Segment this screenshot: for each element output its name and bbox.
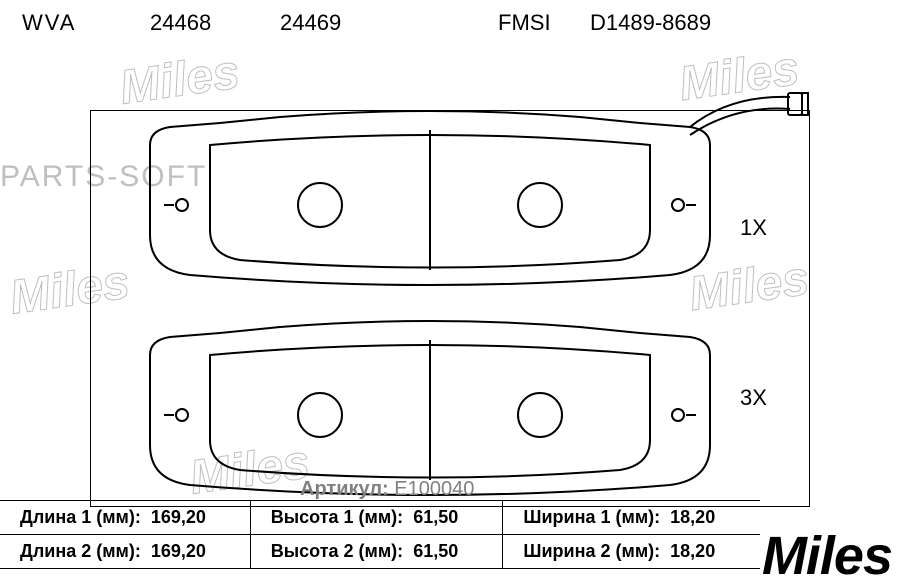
dim-cell: Высота 1 (мм): 61,50 bbox=[250, 501, 503, 535]
dim-cell: Длина 2 (мм): 169,20 bbox=[0, 535, 250, 569]
table-row: Длина 2 (мм): 169,20 Высота 2 (мм): 61,5… bbox=[0, 535, 760, 569]
dim-cell: Длина 1 (мм): 169,20 bbox=[0, 501, 250, 535]
artikul-label: Артикул: bbox=[300, 478, 389, 500]
dim-cell: Высота 2 (мм): 61,50 bbox=[250, 535, 503, 569]
dimensions-table: Длина 1 (мм): 169,20 Высота 1 (мм): 61,5… bbox=[0, 500, 760, 569]
table-row: Длина 1 (мм): 169,20 Высота 1 (мм): 61,5… bbox=[0, 501, 760, 535]
artikul-value: E100040 bbox=[394, 478, 474, 500]
brake-pad-top bbox=[90, 75, 810, 325]
fmsi-label: FMSI bbox=[498, 10, 551, 36]
wva-label: WVA bbox=[22, 10, 76, 36]
wva-code-1: 24468 bbox=[150, 10, 211, 36]
qty-label-top: 1X bbox=[740, 215, 767, 241]
page-root: WVA 24468 24469 FMSI D1489-8689 Miles Mi… bbox=[0, 0, 900, 581]
qty-label-bottom: 3X bbox=[740, 385, 767, 411]
brand-logo: Miles bbox=[762, 525, 892, 581]
wva-code-2: 24469 bbox=[280, 10, 341, 36]
dim-cell: Ширина 2 (мм): 18,20 bbox=[503, 535, 760, 569]
brake-pads-diagram: 1X 3X bbox=[90, 85, 810, 455]
artikul-row: Артикул: E100040 bbox=[300, 478, 474, 501]
dim-cell: Ширина 1 (мм): 18,20 bbox=[503, 501, 760, 535]
fmsi-code: D1489-8689 bbox=[590, 10, 711, 36]
